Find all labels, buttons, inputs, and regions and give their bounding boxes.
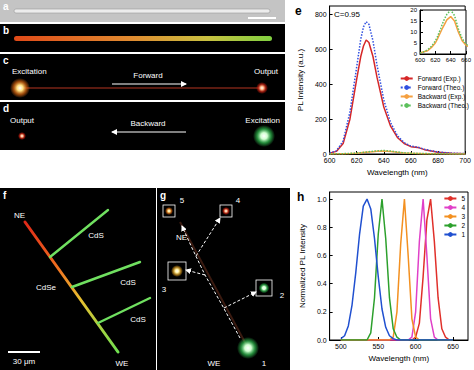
- svg-text:620: 620: [351, 157, 363, 164]
- svg-text:0.6: 0.6: [317, 252, 327, 259]
- svg-text:b: b: [3, 25, 9, 36]
- svg-text:f: f: [3, 190, 7, 201]
- svg-text:Excitation: Excitation: [245, 116, 280, 125]
- svg-text:Normalized PL Intensity: Normalized PL Intensity: [298, 224, 307, 308]
- svg-text:700: 700: [459, 157, 471, 164]
- svg-text:Wavelength (nm): Wavelength (nm): [367, 168, 428, 177]
- svg-text:4: 4: [236, 196, 241, 205]
- svg-text:650: 650: [447, 343, 459, 350]
- svg-text:Backward (Exp.): Backward (Exp.): [418, 93, 466, 101]
- svg-text:30 μm: 30 μm: [13, 357, 36, 366]
- svg-text:CdS: CdS: [88, 231, 104, 240]
- svg-text:WE: WE: [116, 359, 129, 368]
- svg-text:400: 400: [315, 81, 327, 88]
- svg-text:600: 600: [415, 57, 426, 63]
- svg-text:620: 620: [430, 57, 441, 63]
- svg-text:0: 0: [413, 51, 417, 57]
- svg-text:1: 1: [461, 231, 465, 238]
- svg-text:Wavelength (nm): Wavelength (nm): [369, 354, 430, 363]
- svg-text:Backward (Theo.): Backward (Theo.): [418, 102, 469, 110]
- svg-text:20: 20: [410, 7, 417, 13]
- svg-text:g: g: [160, 190, 166, 201]
- svg-text:Forward (Theo.): Forward (Theo.): [418, 84, 465, 92]
- svg-text:CdSe: CdSe: [36, 283, 57, 292]
- svg-text:5: 5: [414, 40, 418, 46]
- svg-text:5: 5: [180, 196, 185, 205]
- svg-text:0.2: 0.2: [317, 308, 327, 315]
- svg-text:660: 660: [461, 57, 472, 63]
- svg-text:1: 1: [262, 359, 267, 368]
- svg-text:Output: Output: [254, 67, 279, 76]
- svg-text:d: d: [3, 103, 9, 114]
- svg-text:500: 500: [335, 343, 347, 350]
- svg-text:550: 550: [372, 343, 384, 350]
- svg-text:0: 0: [322, 150, 327, 158]
- svg-text:Excitation: Excitation: [12, 67, 47, 76]
- svg-text:h: h: [297, 190, 304, 204]
- svg-text:1.0: 1.0: [317, 196, 327, 203]
- svg-text:600: 600: [410, 343, 422, 350]
- svg-text:3: 3: [162, 285, 167, 294]
- svg-text:Forward (Exp.): Forward (Exp.): [418, 75, 461, 83]
- svg-text:e: e: [295, 4, 302, 18]
- svg-text:Output: Output: [10, 116, 35, 125]
- svg-text:0.4: 0.4: [317, 280, 327, 287]
- svg-text:660: 660: [405, 157, 417, 164]
- svg-text:CdS: CdS: [130, 315, 146, 324]
- svg-text:WE: WE: [208, 359, 221, 368]
- svg-text:600: 600: [315, 46, 327, 53]
- svg-text:10: 10: [410, 29, 417, 35]
- svg-text:680: 680: [432, 157, 444, 164]
- svg-text:Backward: Backward: [130, 119, 165, 128]
- svg-text:200: 200: [315, 116, 327, 123]
- svg-text:CdS: CdS: [120, 278, 136, 287]
- svg-text:2: 2: [280, 291, 285, 300]
- svg-text:800: 800: [315, 11, 327, 18]
- svg-text:2: 2: [461, 222, 465, 229]
- svg-text:C=0.95: C=0.95: [334, 10, 361, 19]
- svg-text:c: c: [3, 55, 9, 66]
- svg-text:600: 600: [324, 157, 336, 164]
- svg-text:NE: NE: [14, 211, 25, 220]
- svg-text:640: 640: [378, 157, 390, 164]
- svg-text:0.0: 0.0: [317, 337, 327, 344]
- svg-text:PL Intensity (a.u.): PL Intensity (a.u.): [296, 48, 305, 111]
- svg-text:NE: NE: [176, 233, 187, 242]
- svg-text:4: 4: [461, 204, 465, 211]
- svg-text:640: 640: [446, 57, 457, 63]
- svg-text:a: a: [3, 1, 9, 12]
- svg-text:3: 3: [461, 213, 465, 220]
- svg-text:Forward: Forward: [133, 71, 162, 80]
- svg-text:15: 15: [410, 18, 417, 24]
- svg-text:5: 5: [461, 195, 465, 202]
- svg-text:0.8: 0.8: [317, 224, 327, 231]
